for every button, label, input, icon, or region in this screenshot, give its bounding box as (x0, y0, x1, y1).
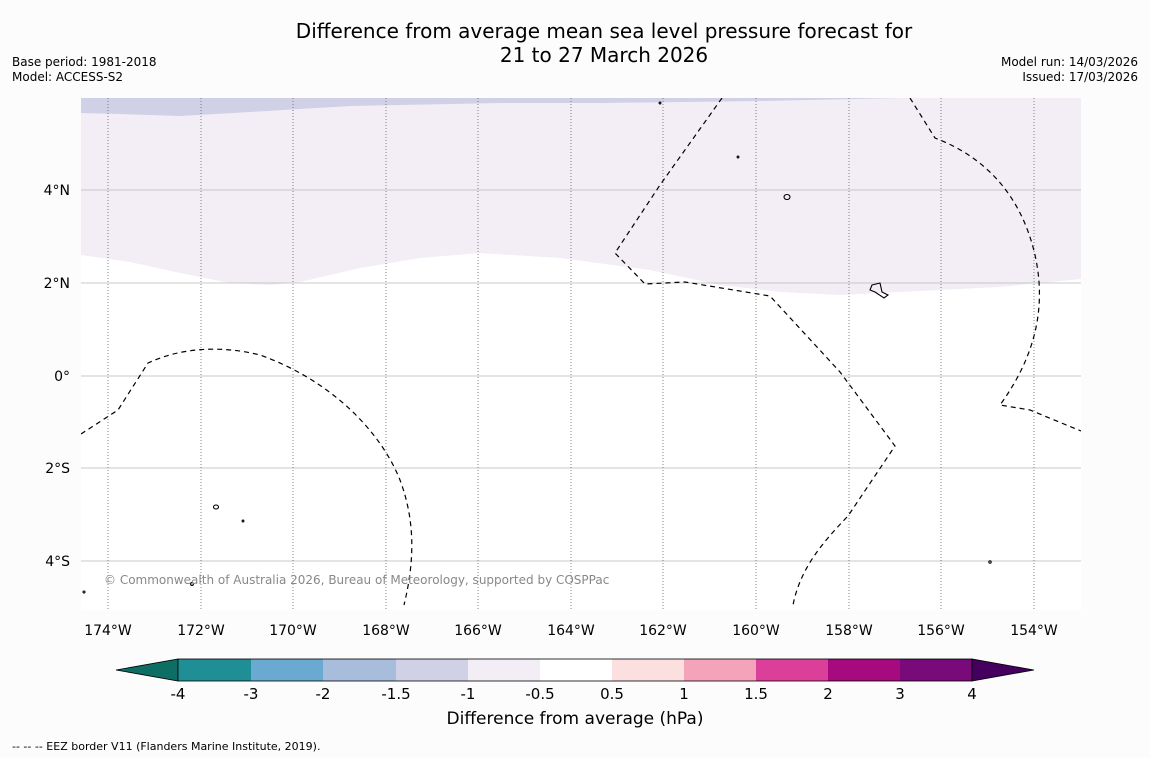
colorbar-segment (178, 659, 251, 681)
latitude-labels: 4°N 2°N 0° 2°S 4°S (44, 183, 71, 570)
lon-label: 174°W (84, 623, 132, 639)
colorbar-tick-label: 1.5 (744, 685, 768, 703)
eez-footnote: -- -- -- EEZ border V11 (Flanders Marine… (12, 740, 321, 753)
colorbar-tick-label: -0.5 (525, 685, 554, 703)
colorbar-tick-label: 3 (895, 685, 905, 703)
colorbar: -4 -3 -2 -1.5 -1 -0.5 0.5 1 1.5 2 3 4 (115, 658, 1035, 703)
colorbar-segment (756, 659, 828, 681)
lon-label: 166°W (454, 623, 502, 639)
colorbar-extend-high (971, 658, 1035, 682)
copyright-text: © Commonwealth of Australia 2026, Bureau… (104, 573, 609, 587)
colorbar-segment (612, 659, 684, 681)
island-5 (988, 560, 992, 564)
colorbar-extend-low (115, 658, 179, 682)
metadata-right: Model run: 14/03/2026 Issued: 17/03/2026 (1001, 55, 1138, 85)
metadata-left: Base period: 1981-2018 Model: ACCESS-S2 (12, 55, 157, 85)
lon-label: 170°W (269, 623, 317, 639)
lon-label: 164°W (547, 623, 595, 639)
colorbar-tick-label: -4 (171, 685, 186, 703)
anomaly-band-minus-1-5-to-minus-1 (81, 98, 1081, 116)
longitude-labels: 174°W 172°W 170°W 168°W 166°W 164°W 162°… (84, 623, 1058, 639)
anomaly-band-minus-1-to-minus-0-5 (81, 98, 1081, 295)
island-7 (658, 101, 662, 105)
eez-border-east (909, 98, 1081, 432)
map-area: © Commonwealth of Australia 2026, Bureau… (81, 98, 1081, 610)
longitude-gridlines (107, 98, 1035, 610)
lat-label: 4°S (45, 554, 70, 570)
colorbar-segment (323, 659, 396, 681)
colorbar-title: Difference from average (hPa) (446, 709, 704, 729)
colorbar-tick-label: 4 (967, 685, 977, 703)
colorbar-segment (396, 659, 468, 681)
lon-label: 172°W (177, 623, 225, 639)
lat-label: 4°N (44, 183, 70, 199)
colorbar-segment (900, 659, 972, 681)
issued-date: Issued: 17/03/2026 (1022, 70, 1138, 84)
lon-label: 154°W (1010, 623, 1058, 639)
islands (82, 101, 992, 594)
island-2 (212, 504, 220, 510)
eez-border-west (81, 348, 413, 606)
lon-label: 162°W (639, 623, 687, 639)
colorbar-segment (684, 659, 756, 681)
colorbar-ticks: -4 -3 -2 -1.5 -1 -0.5 0.5 1 1.5 2 3 4 (171, 685, 977, 703)
colorbar-tick-label: -3 (244, 685, 259, 703)
eez-borders (81, 98, 1081, 606)
model-run: Model run: 14/03/2026 (1000, 55, 1138, 69)
lon-label: 158°W (825, 623, 873, 639)
colorbar-segment (468, 659, 540, 681)
colorbar-segment (540, 659, 612, 681)
lon-label: 156°W (917, 623, 965, 639)
chart-title: Difference from average mean sea level p… (0, 19, 1150, 67)
colorbar-tick-label: 2 (823, 685, 833, 703)
island-1 (783, 193, 791, 201)
colorbar-tick-label: 0.5 (600, 685, 624, 703)
colorbar-tick-label: -2 (316, 685, 331, 703)
lon-label: 160°W (732, 623, 780, 639)
island-3 (241, 519, 245, 523)
lat-label: 0° (54, 369, 70, 385)
colorbar-outline (177, 658, 973, 682)
lat-label: 2°N (44, 276, 70, 292)
latitude-gridlines (81, 189, 1081, 562)
island-8 (82, 590, 86, 594)
model-name: Model: ACCESS-S2 (12, 70, 124, 84)
island-6 (736, 155, 740, 159)
title-line-2: 21 to 27 March 2026 (499, 43, 709, 67)
base-period: Base period: 1981-2018 (12, 55, 157, 69)
lat-label: 2°S (45, 461, 70, 477)
colorbar-segment (828, 659, 900, 681)
lon-label: 168°W (362, 623, 410, 639)
title-line-1: Difference from average mean sea level p… (295, 19, 913, 43)
colorbar-segment (251, 659, 323, 681)
island-4 (190, 582, 194, 586)
colorbar-tick-label: -1.5 (381, 685, 410, 703)
colorbar-tick-label: 1 (679, 685, 689, 703)
colorbar-tick-label: -1 (461, 685, 476, 703)
island-kiritimati (869, 282, 890, 299)
eez-border-central (614, 98, 896, 606)
